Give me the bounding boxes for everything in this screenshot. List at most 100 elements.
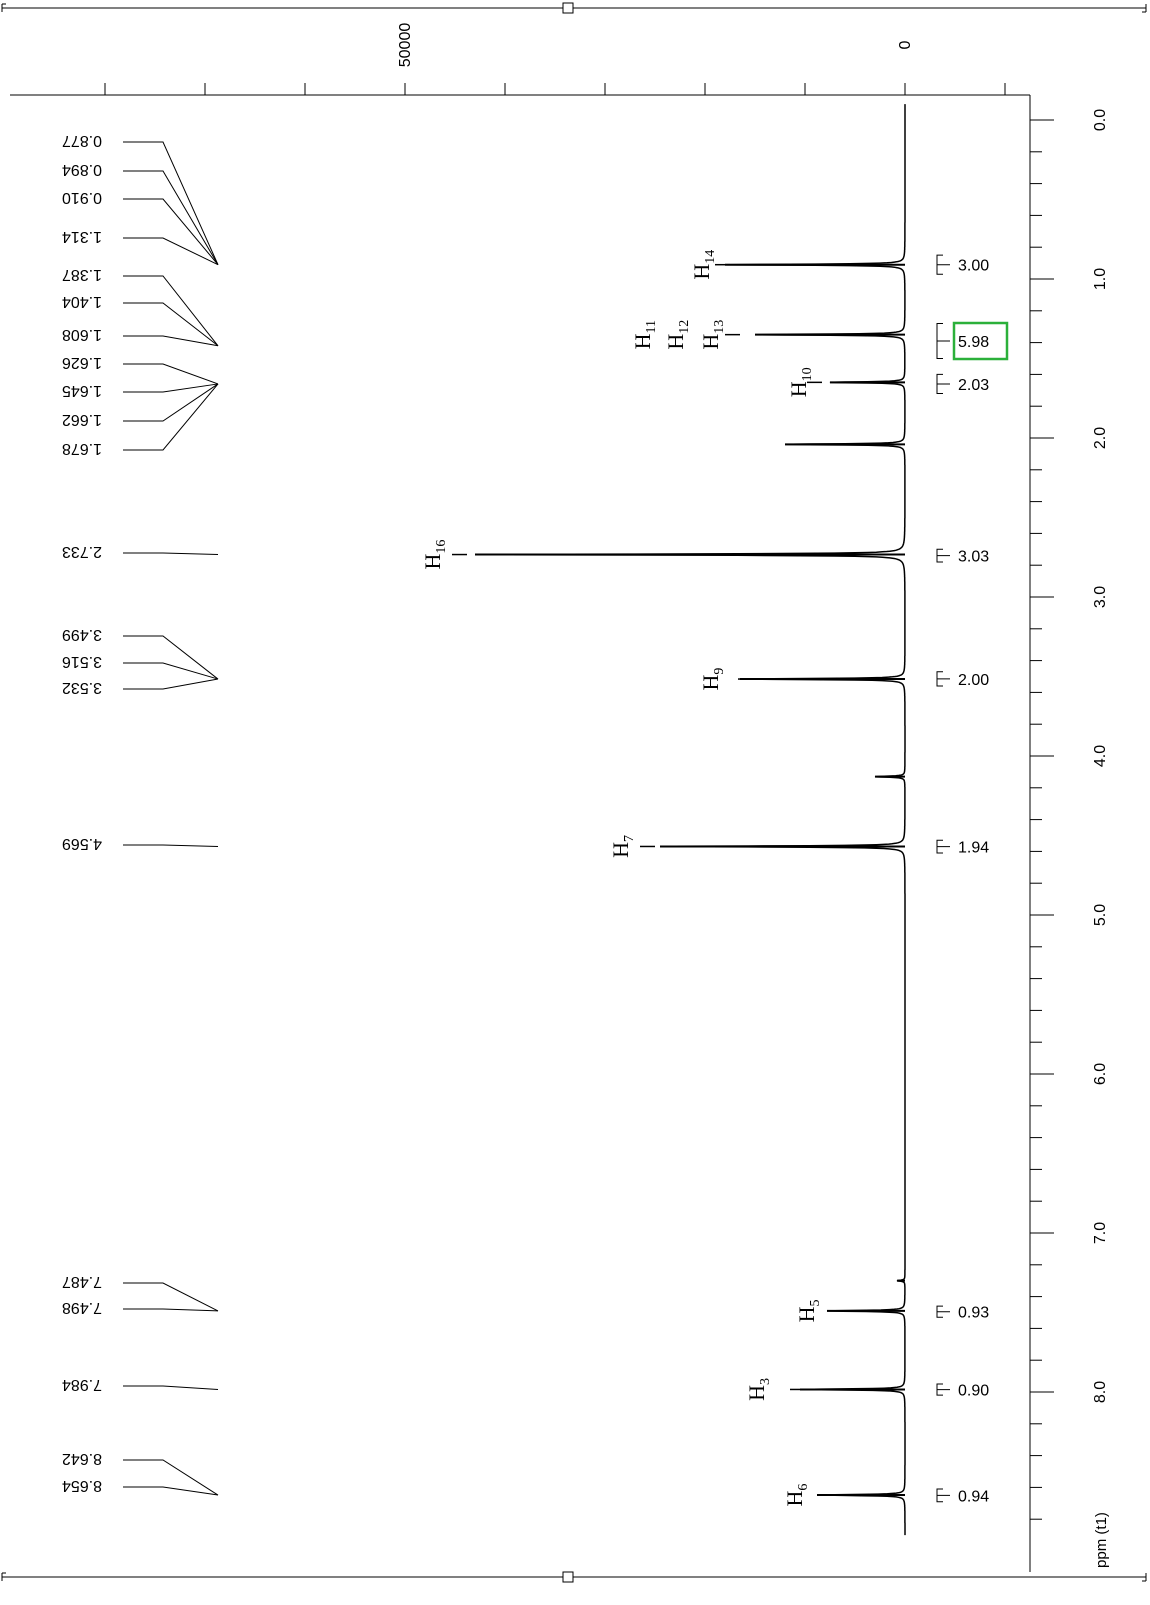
peak-list-connector bbox=[123, 1486, 219, 1496]
bottom-right-bracket bbox=[1142, 1573, 1147, 1582]
assignment-subscript: 3 bbox=[758, 1378, 773, 1385]
peak-list-connector bbox=[123, 678, 219, 690]
integral-value: 3.00 bbox=[958, 258, 989, 275]
ppm-tick-label: 8.0 bbox=[1092, 1381, 1109, 1403]
integral-bracket bbox=[936, 254, 950, 275]
assignment-label-h12: H12 bbox=[663, 320, 692, 350]
peak-list-group: 0.877 0.894 0.910 1.314 1.387 1.404 1.608 1.626… bbox=[62, 132, 219, 1496]
peak-list-label: 1.626 bbox=[62, 354, 102, 371]
ppm-axis-label: ppm (t1) bbox=[1093, 1512, 1110, 1568]
integral-value: 2.00 bbox=[958, 672, 989, 689]
integral-bracket bbox=[936, 1383, 950, 1396]
peak-list-label: 7.498 bbox=[62, 1299, 102, 1316]
assignment-subscript: 10 bbox=[800, 367, 815, 381]
integral-value: 0.93 bbox=[958, 1305, 989, 1322]
peak-list-label: 2.733 bbox=[62, 543, 102, 560]
assignment-subscript: 14 bbox=[703, 250, 718, 264]
assignment-text: H5 bbox=[794, 1299, 823, 1322]
top-handle-square bbox=[562, 2, 574, 14]
peak-list-connector bbox=[123, 275, 219, 347]
peak-list-connector bbox=[123, 552, 219, 556]
integral-value: 1.94 bbox=[958, 840, 989, 857]
assignment-base: H bbox=[630, 333, 655, 349]
peak-list-connector bbox=[123, 170, 219, 265]
assignment-text: H3 bbox=[744, 1378, 773, 1401]
spectrum-trace-group bbox=[475, 104, 906, 1536]
assignment-subscript: 16 bbox=[434, 540, 449, 554]
assignment-text: H9 bbox=[698, 668, 727, 691]
peak-list-label: 7.984 bbox=[62, 1376, 102, 1393]
assignment-subscript: 5 bbox=[808, 1299, 823, 1306]
assignment-label-h13: H13 bbox=[698, 320, 727, 350]
peak-list-label: 8.654 bbox=[62, 1477, 102, 1494]
intensity-tick-label: 50000 bbox=[397, 23, 414, 68]
ppm-tick-label: 0.0 bbox=[1092, 109, 1109, 131]
assignment-base: H bbox=[608, 842, 633, 858]
peak-list-connector bbox=[123, 141, 219, 265]
assignment-base: H bbox=[663, 334, 688, 350]
integral-value: 0.94 bbox=[958, 1488, 989, 1505]
intensity-axis: 50000 0 bbox=[10, 23, 1030, 96]
peak-list-label: 0.894 bbox=[62, 161, 102, 178]
ppm-tick-label: 7.0 bbox=[1092, 1222, 1109, 1244]
peak-list-label: 8.642 bbox=[62, 1450, 102, 1467]
integral-value: 2.03 bbox=[958, 377, 989, 394]
peak-list-label: 0.877 bbox=[62, 132, 102, 149]
ppm-tick-label: 1.0 bbox=[1092, 268, 1109, 290]
peak-list-label: 0.910 bbox=[62, 189, 102, 206]
peak-list-connector bbox=[123, 383, 219, 393]
integral-bracket bbox=[936, 1488, 950, 1503]
peak-list-label: 1.387 bbox=[62, 266, 102, 283]
peak-list-connector bbox=[123, 302, 219, 347]
ppm-axis: 0.0 1.0 2.0 3.0 4.0 5.0 6.0 7.0 8.0 ppm (t1) bbox=[1029, 95, 1110, 1572]
assignment-label-h5: H5 bbox=[794, 1299, 823, 1322]
bottom-left-bracket bbox=[1, 1572, 6, 1581]
integrals-group: 3.00 5.98 2.03 3.03 2.00 1.94 0.93 0.90 0.94 bbox=[936, 254, 1009, 1505]
peak-list-connector bbox=[123, 1459, 219, 1496]
assignment-text: H10 bbox=[786, 367, 815, 397]
intensity-tick-label: 0 bbox=[897, 40, 914, 49]
integral-bracket bbox=[936, 323, 950, 359]
assignment-subscript: 13 bbox=[712, 320, 727, 334]
top-left-bracket bbox=[1, 3, 6, 12]
assignment-subscript: 11 bbox=[644, 320, 659, 333]
integral-value: 5.98 bbox=[958, 334, 989, 351]
peak-list-connector bbox=[123, 383, 219, 451]
assignment-base: H bbox=[698, 334, 723, 350]
integral-value: 3.03 bbox=[958, 549, 989, 566]
peak-list-label: 3.516 bbox=[62, 653, 102, 670]
assignment-base: H bbox=[744, 1385, 769, 1401]
peak-list-label: 1.678 bbox=[62, 440, 102, 457]
integral-highlight-box bbox=[952, 321, 1009, 361]
assignment-label-h16: H16 bbox=[420, 540, 449, 570]
integral-bracket bbox=[936, 671, 950, 687]
assignment-text: H11 bbox=[630, 320, 659, 349]
peak-list-connector bbox=[123, 363, 219, 385]
assignment-text: H14 bbox=[689, 250, 718, 280]
assignment-label-h3: H3 bbox=[744, 1378, 773, 1401]
assignment-base: H bbox=[698, 674, 723, 690]
assignment-text: H13 bbox=[698, 320, 727, 350]
assignment-label-h9: H9 bbox=[698, 668, 727, 691]
peak-list-connector bbox=[123, 1308, 219, 1312]
peak-list-label: 1.645 bbox=[62, 382, 102, 399]
ppm-tick-label: 3.0 bbox=[1092, 586, 1109, 608]
assignment-label-h7: H7 bbox=[608, 835, 637, 858]
assignment-subscript: 9 bbox=[712, 668, 727, 675]
integral-bracket bbox=[936, 373, 950, 394]
integral-bracket bbox=[936, 1305, 950, 1318]
assignment-base: H bbox=[420, 553, 445, 569]
peak-list-label: 1.608 bbox=[62, 326, 102, 343]
integral-bracket bbox=[936, 548, 950, 563]
assignment-text: H6 bbox=[782, 1484, 811, 1507]
peak-list-connector bbox=[123, 1385, 219, 1390]
assignment-text: H7 bbox=[608, 835, 637, 858]
peak-list-label: 4.569 bbox=[62, 835, 102, 852]
ppm-tick-label: 2.0 bbox=[1092, 427, 1109, 449]
assignment-subscript: 7 bbox=[622, 835, 637, 842]
peak-list-connector bbox=[123, 383, 219, 422]
assignment-subscript: 6 bbox=[796, 1484, 811, 1491]
peak-list-connector bbox=[123, 198, 219, 266]
